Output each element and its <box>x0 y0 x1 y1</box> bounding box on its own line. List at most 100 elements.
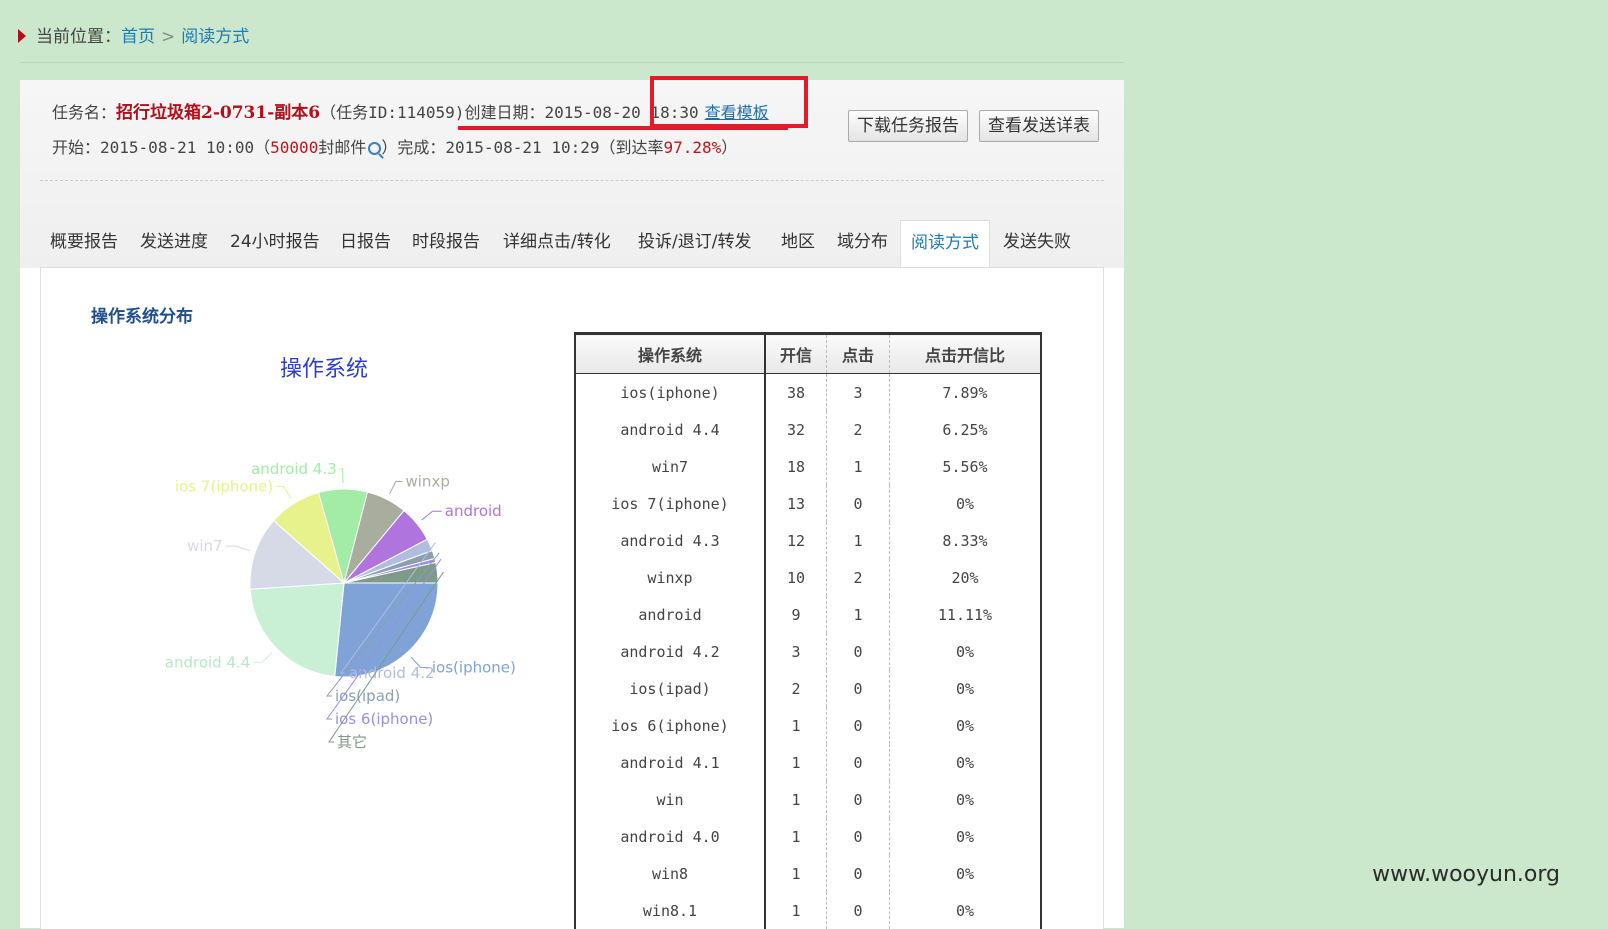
table-cell: 10 <box>765 559 827 596</box>
table-cell: 2 <box>826 559 890 596</box>
tab-send-failure[interactable]: 发送失败 <box>1003 232 1071 252</box>
tab-complaints[interactable]: 投诉/退订/转发 <box>638 232 752 252</box>
header-dashed-divider <box>40 180 1104 181</box>
task-header: 任务名：招行垃圾箱2-0731-副本6（任务ID:114059)创建日期：201… <box>20 76 1124 270</box>
tab-read-method[interactable]: 阅读方式 <box>900 220 990 270</box>
table-row: ios 7(iphone) 13 0 0% <box>574 485 1042 522</box>
task-info-line2: 开始：2015-08-21 10:00（50000封邮件 ）完成：2015-08-… <box>52 134 737 158</box>
finish-label: ）完成： <box>381 138 446 157</box>
table-cell: 0% <box>889 485 1042 522</box>
search-icon[interactable] <box>368 142 382 155</box>
chart-title: 操作系统 <box>280 357 368 382</box>
table-cell: 7.89% <box>889 373 1042 411</box>
col-ratio: 点击开信比 <box>889 332 1042 374</box>
table-cell: 0% <box>889 855 1042 892</box>
watermark: www.wooyun.org <box>1372 862 1560 887</box>
task-name-label: 任务名： <box>52 103 117 122</box>
pie-slice[interactable] <box>343 561 439 584</box>
table-row: android 9 1 11.11% <box>574 596 1042 633</box>
tab-domain[interactable]: 域分布 <box>837 232 888 252</box>
table-row: win8.1 1 0 0% <box>574 892 1042 929</box>
col-os: 操作系统 <box>574 332 766 374</box>
pie-label-connector <box>276 485 292 499</box>
pie-label: 其它 <box>337 733 367 751</box>
table-cell: 0% <box>889 781 1042 818</box>
table-cell: android 4.3 <box>574 522 766 559</box>
table-cell: 3 <box>826 373 890 411</box>
tab-send-progress[interactable]: 发送进度 <box>140 232 208 252</box>
breadcrumb: 当前位置：首页 > 阅读方式 <box>18 22 249 47</box>
table-cell: win7 <box>574 448 766 485</box>
table-cell: ios 6(iphone) <box>574 707 766 744</box>
table-cell: 0 <box>826 781 890 818</box>
table-cell: 1 <box>765 707 827 744</box>
table-header-row: 操作系统 开信 点击 点击开信比 <box>574 332 1042 374</box>
tab-click-detail[interactable]: 详细点击/转化 <box>503 232 611 252</box>
table-row: win8 1 0 0% <box>574 855 1042 892</box>
table-cell: 1 <box>826 596 890 633</box>
os-pie-chart: 操作系统 ios(iphone) android 4.4 win7 ios 7(iph… <box>165 357 516 751</box>
view-send-detail-button[interactable]: 查看发送详表 <box>979 110 1099 142</box>
pie-label-connector <box>328 571 444 743</box>
tab-24h-report[interactable]: 24小时报告 <box>230 232 320 252</box>
table-cell: 0% <box>889 818 1042 855</box>
top-divider <box>20 62 1124 63</box>
breadcrumb-home-link[interactable]: 首页 <box>121 27 155 47</box>
table-cell: 0 <box>826 744 890 781</box>
table-cell: 13 <box>765 485 827 522</box>
table-cell: 11.11% <box>889 596 1042 633</box>
pie-label-connector <box>253 652 273 663</box>
table-cell: 0% <box>889 744 1042 781</box>
tab-content: 操作系统分布 操作系统 ios(iphone) android 4.4 win7 io… <box>40 267 1104 929</box>
pie-label-connector <box>325 552 440 697</box>
view-template-link[interactable]: 查看模板 <box>704 103 769 122</box>
table-cell: 3 <box>765 633 827 670</box>
pie-label: ios(iphone) <box>432 658 516 676</box>
breadcrumb-arrow-icon <box>18 29 26 43</box>
pie-label-connector <box>421 510 442 521</box>
pie-slice[interactable] <box>334 582 439 678</box>
table-cell: 1 <box>765 855 827 892</box>
pie-label-connector <box>326 558 442 720</box>
table-cell: ios 7(iphone) <box>574 485 766 522</box>
pie-slice[interactable] <box>249 519 346 590</box>
table-cell: 1 <box>765 892 827 929</box>
download-report-button[interactable]: 下载任务报告 <box>848 110 968 142</box>
table-cell: 0 <box>826 818 890 855</box>
table-row: win7 18 1 5.56% <box>574 448 1042 485</box>
table-cell: 0% <box>889 670 1042 707</box>
table-cell: 0% <box>889 707 1042 744</box>
table-cell: 6.25% <box>889 411 1042 448</box>
pie-label: android <box>445 502 502 520</box>
tab-daily-report[interactable]: 日报告 <box>340 232 391 252</box>
task-info-line1: 任务名：招行垃圾箱2-0731-副本6（任务ID:114059)创建日期：201… <box>52 98 769 123</box>
os-table: 操作系统 开信 点击 点击开信比 ios(iphone) 38 3 7.89% andr… <box>574 332 1042 929</box>
breadcrumb-current-link[interactable]: 阅读方式 <box>181 27 250 47</box>
pie-label: win7 <box>187 537 223 555</box>
task-name: 招行垃圾箱2-0731-副本6 <box>116 103 321 123</box>
tab-summary[interactable]: 概要报告 <box>50 232 118 252</box>
pie-label-connector <box>389 480 403 495</box>
created-date: 2015-08-20 18:30 <box>544 103 699 122</box>
tab-period-report[interactable]: 时段报告 <box>412 232 480 252</box>
table-cell: 2 <box>765 670 827 707</box>
table-cell: 1 <box>826 448 890 485</box>
tab-region[interactable]: 地区 <box>781 232 815 252</box>
table-cell: 0 <box>826 485 890 522</box>
table-cell: 0 <box>826 892 890 929</box>
pie-label: android 4.4 <box>165 653 251 671</box>
col-click: 点击 <box>826 332 890 374</box>
table-cell: 18 <box>765 448 827 485</box>
table-cell: 8.33% <box>889 522 1042 559</box>
table-cell: win8.1 <box>574 892 766 929</box>
pie-slice[interactable] <box>249 582 345 678</box>
section-title: 操作系统分布 <box>91 307 193 327</box>
table-row: android 4.2 3 0 0% <box>574 633 1042 670</box>
table-row: win 1 0 0% <box>574 781 1042 818</box>
table-cell: 5.56% <box>889 448 1042 485</box>
table-cell: 32 <box>765 411 827 448</box>
annotation-box <box>650 76 808 128</box>
finish-time: 2015-08-21 10:29（到达率 <box>445 138 664 157</box>
table-row: android 4.4 32 2 6.25% <box>574 411 1042 448</box>
report-tabs: 概要报告 发送进度 24小时报告 日报告 时段报告 详细点击/转化 投诉/退订/… <box>40 220 1104 270</box>
